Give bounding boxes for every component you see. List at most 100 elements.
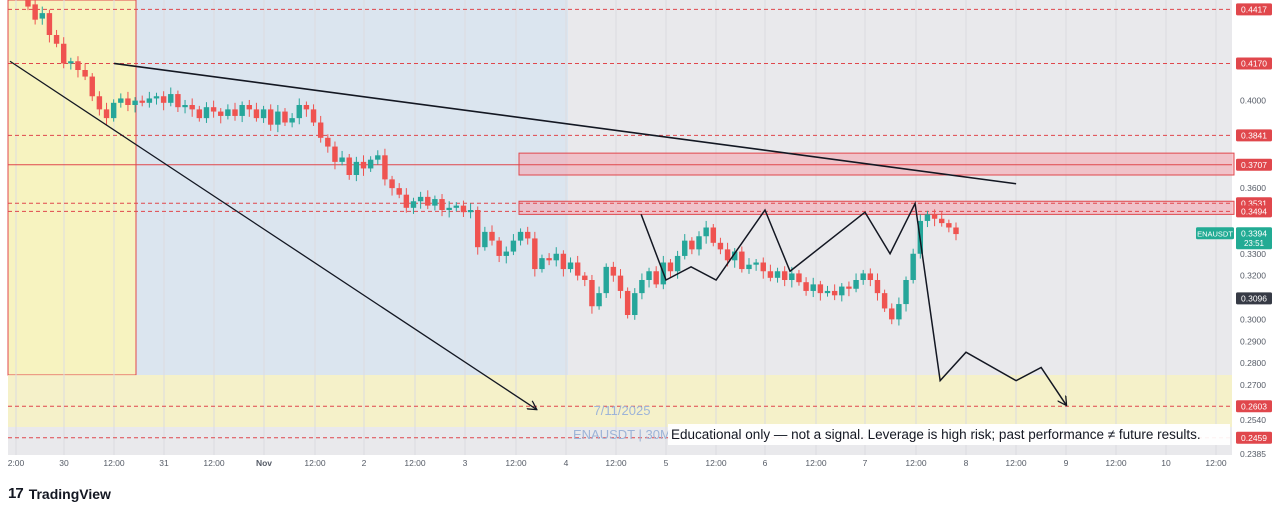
candle-body — [467, 210, 474, 213]
candle-body — [482, 231, 488, 248]
x-tick-label: 12:00 — [805, 458, 827, 468]
candle-body — [403, 194, 410, 208]
candle-body — [560, 253, 567, 270]
candle-body — [939, 218, 945, 224]
x-tick-label: 12:00 — [605, 458, 627, 468]
candle-body — [425, 196, 431, 206]
candle-body — [68, 61, 74, 64]
candle-body — [210, 107, 217, 112]
candle-body — [439, 199, 445, 210]
candle-body — [874, 280, 881, 294]
x-tick-label: 10 — [1161, 458, 1171, 468]
x-tick-label: 30 — [59, 458, 69, 468]
candle-body — [653, 271, 659, 285]
candle-body — [510, 240, 517, 252]
candle-body — [232, 109, 238, 116]
candle-body — [253, 109, 260, 119]
candle-body — [953, 227, 959, 235]
x-tick-label: 12:00 — [203, 458, 225, 468]
x-tick-label: 9 — [1064, 458, 1069, 468]
candle-body — [582, 275, 588, 280]
current-price-label: 0.3394 — [1241, 228, 1267, 238]
candle-body — [553, 253, 559, 261]
price-level-tag-label: 0.3841 — [1241, 131, 1267, 141]
candle-body — [596, 293, 602, 307]
x-tick-label: 3 — [463, 458, 468, 468]
candle-body — [89, 76, 95, 97]
candle-body — [132, 100, 138, 105]
candle-body — [860, 273, 866, 280]
candle-body — [896, 304, 902, 320]
x-tick-label: 5 — [664, 458, 669, 468]
candle-body — [353, 161, 360, 175]
candle-body — [375, 155, 381, 160]
price-level-tag — [1236, 3, 1272, 16]
candle-body — [753, 262, 759, 265]
candle-body — [910, 253, 916, 280]
candle-body — [760, 262, 766, 272]
candle-body — [632, 293, 638, 315]
candle-body — [282, 111, 288, 123]
candle-body — [239, 105, 245, 116]
candle-body — [881, 293, 888, 309]
price-level-tag — [1236, 400, 1272, 413]
x-tick-label: 4 — [564, 458, 569, 468]
candle-body — [867, 273, 874, 280]
watermark-symbol: ENAUSDT | 30M — [573, 427, 671, 442]
y-tick-label: 0.2800 — [1240, 358, 1266, 368]
y-tick-label: 0.3000 — [1240, 314, 1266, 324]
candle-body — [153, 96, 160, 99]
candle-body — [460, 205, 467, 213]
tradingview-logo-icon: 17 — [8, 485, 24, 502]
y-tick-label: 0.4000 — [1240, 96, 1266, 106]
candle-body — [817, 284, 824, 294]
candle-body — [710, 227, 717, 243]
candle-body — [303, 105, 310, 110]
candle-body — [824, 290, 831, 294]
time-axis-background — [0, 455, 1280, 515]
candle-body — [610, 266, 617, 276]
x-tick-label: 12:00 — [1105, 458, 1127, 468]
candle-body — [489, 231, 495, 241]
price-level-tag-label: 0.3494 — [1241, 207, 1267, 217]
candle-body — [332, 146, 338, 162]
resistance-zone — [518, 152, 1235, 176]
x-tick-label: 12:00 — [705, 458, 727, 468]
candle-body — [246, 105, 253, 110]
candle-body — [296, 105, 302, 119]
candle-body — [189, 105, 195, 110]
x-tick-label: 8 — [964, 458, 969, 468]
price-level-tag-label: 0.4170 — [1241, 59, 1267, 69]
candle-body — [139, 100, 145, 103]
candle-body — [396, 188, 402, 195]
candle-body — [310, 109, 317, 123]
price-level-tag — [1236, 205, 1272, 218]
highlight-zone-left — [7, 0, 137, 376]
candle-body — [682, 240, 688, 256]
candle-body — [831, 290, 838, 296]
candle-body — [182, 105, 188, 108]
candle-body — [524, 231, 531, 239]
candle-body — [25, 0, 31, 7]
candle-body — [103, 109, 110, 119]
price-level-tag — [1236, 129, 1272, 142]
brand: 17 TradingView — [8, 485, 111, 502]
candle-body — [603, 266, 609, 294]
y-tick-label: 0.3300 — [1240, 249, 1266, 259]
trendline — [113, 62, 1017, 185]
candle-body — [82, 70, 88, 77]
trend-arrow — [9, 60, 536, 409]
disclaimer-background — [668, 424, 1230, 445]
candle-body — [567, 262, 574, 270]
candle-body — [624, 290, 631, 315]
current-price-tag — [1236, 227, 1272, 250]
candle-body — [839, 286, 845, 296]
candle-body — [75, 61, 81, 70]
candle-body — [346, 157, 352, 175]
countdown-label: 23:51 — [1244, 239, 1265, 248]
candle-body — [517, 231, 524, 241]
x-tick-label: 12:00 — [404, 458, 426, 468]
candle-body — [146, 98, 153, 103]
